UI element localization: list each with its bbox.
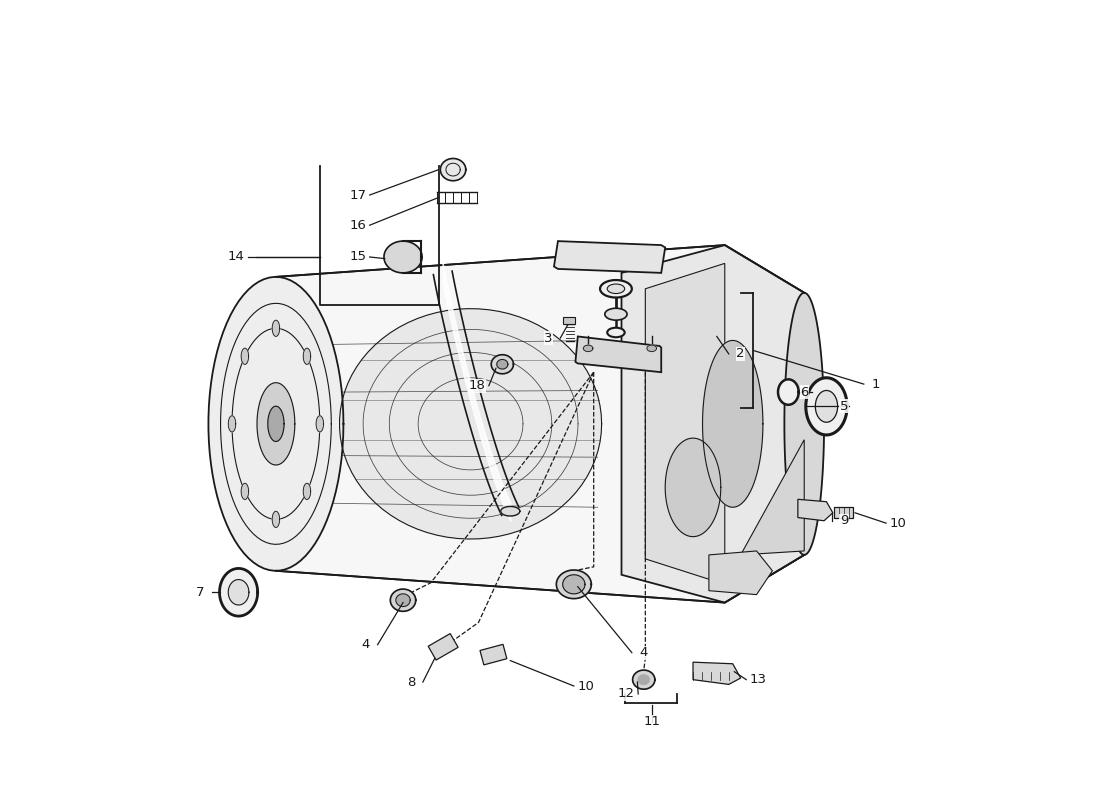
Polygon shape: [384, 241, 422, 273]
Text: 4: 4: [362, 638, 370, 651]
Polygon shape: [272, 511, 279, 527]
Polygon shape: [304, 348, 310, 364]
Text: 16: 16: [350, 218, 366, 232]
Polygon shape: [693, 662, 740, 685]
Polygon shape: [272, 320, 279, 336]
Polygon shape: [497, 359, 508, 369]
Text: 3: 3: [544, 331, 552, 345]
Polygon shape: [241, 348, 249, 364]
Text: 15: 15: [349, 250, 366, 263]
Ellipse shape: [601, 280, 631, 298]
Polygon shape: [229, 579, 249, 605]
Polygon shape: [500, 506, 520, 516]
Text: 17: 17: [349, 189, 366, 202]
Text: 11: 11: [644, 715, 660, 728]
Text: 9: 9: [839, 514, 848, 527]
Polygon shape: [563, 574, 585, 594]
Text: 12: 12: [618, 687, 635, 701]
Polygon shape: [575, 337, 661, 372]
Polygon shape: [276, 245, 804, 602]
Polygon shape: [390, 589, 416, 611]
Text: 2: 2: [736, 347, 745, 361]
Polygon shape: [220, 569, 257, 616]
Polygon shape: [806, 378, 847, 435]
Polygon shape: [316, 416, 323, 432]
Text: 10: 10: [578, 679, 594, 693]
Polygon shape: [646, 263, 725, 584]
Bar: [563, 318, 575, 324]
Polygon shape: [703, 341, 763, 507]
Polygon shape: [815, 390, 837, 422]
Polygon shape: [396, 594, 410, 606]
Polygon shape: [208, 277, 343, 570]
Bar: [835, 507, 854, 518]
Polygon shape: [557, 570, 592, 598]
Polygon shape: [647, 345, 657, 351]
Text: 7: 7: [196, 586, 205, 598]
Polygon shape: [638, 675, 649, 685]
Polygon shape: [554, 241, 666, 273]
Polygon shape: [740, 440, 804, 555]
Polygon shape: [340, 309, 602, 539]
Polygon shape: [440, 158, 465, 181]
Polygon shape: [583, 345, 593, 351]
Text: 6: 6: [800, 386, 808, 398]
Polygon shape: [480, 644, 507, 665]
Text: 18: 18: [469, 379, 485, 392]
Text: a porsche parts specialist since 1985: a porsche parts specialist since 1985: [338, 551, 635, 566]
Polygon shape: [257, 382, 295, 465]
Text: e: e: [337, 187, 637, 644]
Ellipse shape: [607, 284, 625, 294]
Polygon shape: [428, 634, 458, 660]
Text: 8: 8: [407, 675, 415, 689]
Polygon shape: [241, 483, 249, 499]
Polygon shape: [267, 406, 284, 442]
Polygon shape: [304, 483, 310, 499]
Polygon shape: [784, 293, 824, 555]
Polygon shape: [632, 670, 654, 689]
Ellipse shape: [605, 308, 627, 320]
Text: 14: 14: [228, 250, 244, 263]
Polygon shape: [621, 245, 804, 602]
Ellipse shape: [607, 328, 625, 338]
Polygon shape: [778, 379, 799, 405]
Polygon shape: [798, 499, 833, 521]
Text: 13: 13: [749, 673, 767, 686]
Text: 10: 10: [890, 517, 906, 530]
Text: 5: 5: [839, 400, 848, 413]
Polygon shape: [492, 354, 514, 374]
Polygon shape: [229, 416, 235, 432]
Polygon shape: [708, 551, 772, 594]
Text: 4: 4: [639, 646, 648, 659]
Text: 1: 1: [871, 378, 880, 390]
Polygon shape: [666, 438, 720, 537]
